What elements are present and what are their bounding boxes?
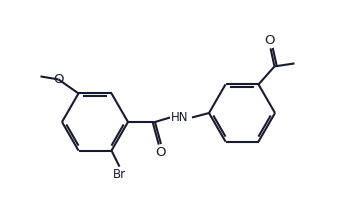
Text: O: O — [264, 34, 275, 47]
Text: HN: HN — [171, 111, 189, 124]
Text: O: O — [53, 73, 64, 86]
Text: Br: Br — [113, 168, 126, 181]
Text: O: O — [156, 146, 166, 159]
